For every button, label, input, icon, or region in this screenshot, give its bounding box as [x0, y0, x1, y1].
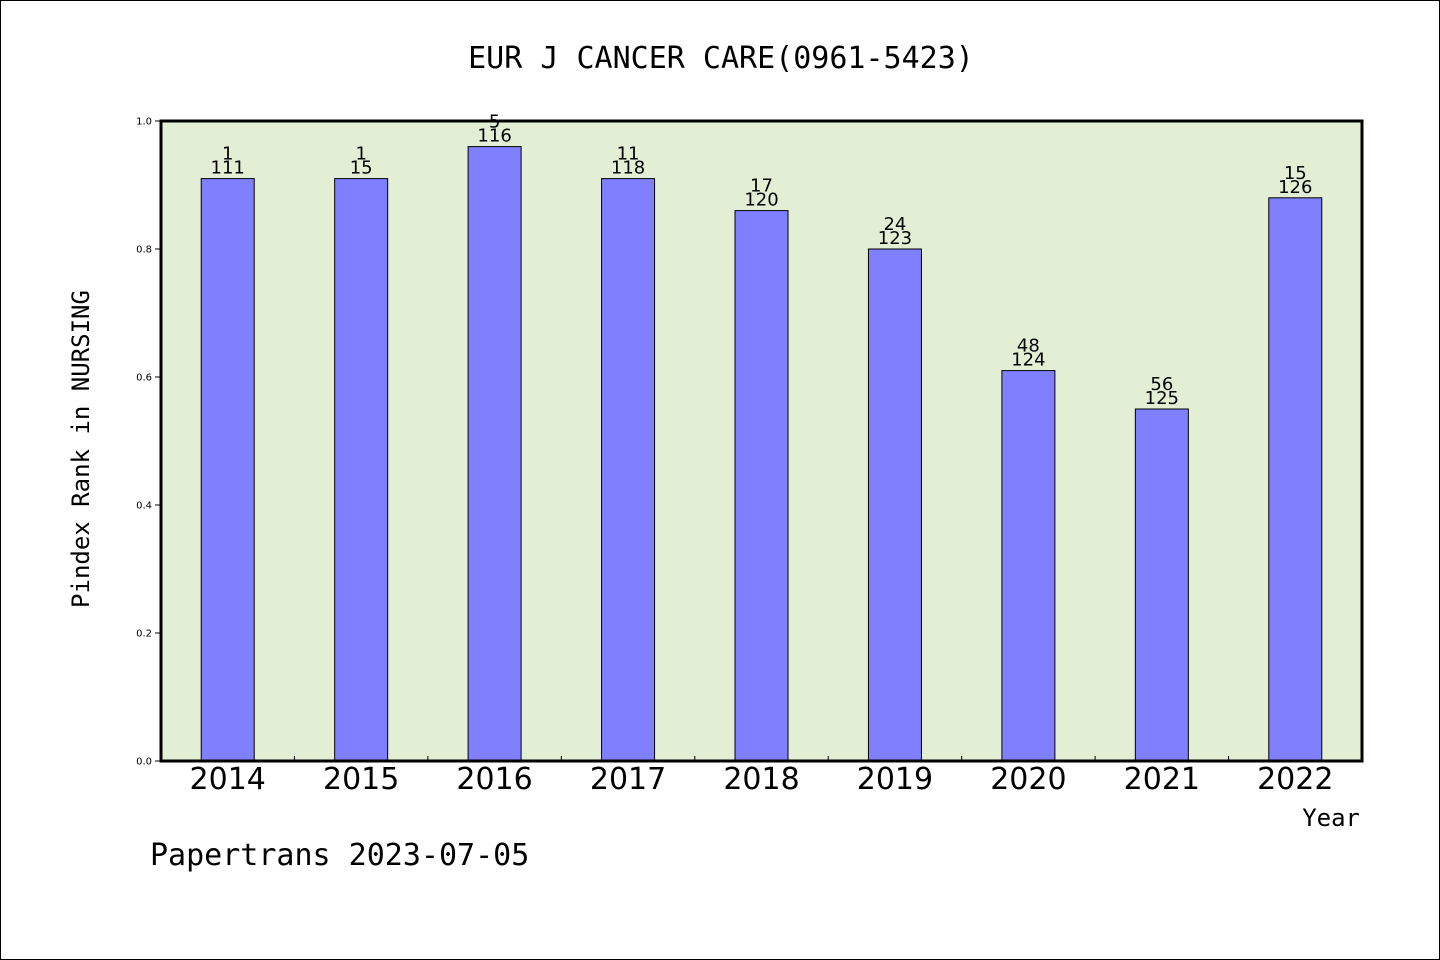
footer-credit: Papertrans 2023-07-05: [150, 838, 529, 873]
bar-total-label: 118: [611, 158, 645, 179]
x-tick-label: 2021: [1124, 762, 1200, 797]
bar: [601, 178, 656, 762]
y-tick-label: 0.6: [136, 373, 152, 384]
x-tick-label: 2016: [456, 762, 532, 797]
x-tick-label: 2015: [323, 762, 399, 797]
bar-rank-label: 1: [222, 144, 233, 165]
x-tick-label: 2022: [1257, 762, 1333, 797]
bar-rank-label: 56: [1150, 374, 1173, 395]
bar: [734, 210, 789, 762]
bar-rank-label: 17: [750, 176, 773, 197]
y-tick-label: 1.0: [136, 117, 152, 128]
bar-rank-label: 15: [1284, 163, 1307, 184]
y-axis-label: Pindex Rank in NURSING: [67, 290, 95, 608]
y-tick-label: 0.0: [136, 757, 152, 768]
y-tick-label: 0.8: [136, 245, 152, 256]
x-tick-label: 2018: [723, 762, 799, 797]
bar-total-label: 124: [1011, 350, 1045, 371]
y-axis: 0.0 0.2 0.4 0.6 0.8 1.0: [136, 117, 161, 768]
x-tick-label: 2020: [990, 762, 1066, 797]
bar: [334, 178, 389, 762]
bar-total-label: 125: [1145, 388, 1179, 409]
chart-title: EUR J CANCER CARE(0961-5423): [468, 41, 974, 76]
x-tick-label: 2014: [190, 762, 266, 797]
bar-rank-label: 1: [355, 144, 366, 165]
bar: [1001, 370, 1056, 762]
x-axis-label: Year: [1302, 804, 1360, 832]
bar-rank-label: 11: [617, 144, 640, 165]
plot-border: [159, 119, 1364, 763]
bar-total-label: 116: [477, 126, 511, 147]
bar-rank-label: 48: [1017, 336, 1040, 357]
y-tick-label: 0.2: [136, 629, 152, 640]
bar: [867, 248, 922, 762]
x-axis: 2014 2015 2016 2017 2018 2019 2020 2021 2022: [190, 756, 1333, 797]
bar-total-label: 15: [350, 158, 373, 179]
bars-layer: [200, 146, 1323, 762]
data-labels-layer: 1111115511611118171202412348124561251512…: [211, 112, 1313, 409]
x-tick-label: 2017: [590, 762, 666, 797]
x-tick-label: 2019: [857, 762, 933, 797]
bar-total-label: 126: [1278, 177, 1312, 198]
y-tick-label: 0.4: [136, 501, 152, 512]
bar: [200, 178, 255, 762]
bar: [467, 146, 522, 762]
bar: [1268, 197, 1323, 762]
bar: [1134, 408, 1189, 762]
bar-total-label: 120: [744, 190, 778, 211]
bar-rank-label: 24: [883, 214, 906, 235]
bar-total-label: 111: [211, 158, 245, 179]
bar-total-label: 123: [878, 228, 912, 249]
